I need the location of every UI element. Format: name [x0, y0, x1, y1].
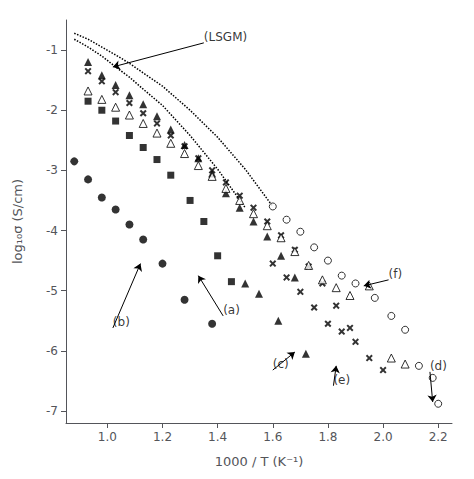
svg-text:(c): (c) — [273, 357, 289, 371]
svg-text:1.6: 1.6 — [263, 430, 282, 444]
svg-text:(f): (f) — [389, 267, 403, 281]
svg-text:(e): (e) — [333, 373, 350, 387]
svg-text:1000 / T (K⁻¹): 1000 / T (K⁻¹) — [215, 454, 304, 469]
svg-text:1.8: 1.8 — [318, 430, 337, 444]
svg-text:1.0: 1.0 — [98, 430, 117, 444]
svg-text:-5: -5 — [46, 284, 58, 298]
svg-text:2.2: 2.2 — [429, 430, 448, 444]
svg-text:(a): (a) — [223, 303, 240, 317]
svg-text:1.4: 1.4 — [208, 430, 227, 444]
svg-text:log₁₀σ (S/cm): log₁₀σ (S/cm) — [10, 179, 25, 264]
svg-text:(LSGM): (LSGM) — [204, 30, 247, 44]
svg-text:(d): (d) — [430, 359, 447, 373]
svg-text:-1: -1 — [46, 43, 58, 57]
svg-text:-7: -7 — [46, 404, 58, 418]
svg-text:-2: -2 — [46, 103, 58, 117]
svg-text:(b): (b) — [113, 315, 130, 329]
svg-text:-4: -4 — [46, 224, 58, 238]
svg-text:-3: -3 — [46, 163, 58, 177]
svg-text:-6: -6 — [46, 344, 58, 358]
svg-text:1.2: 1.2 — [153, 430, 172, 444]
svg-text:2.0: 2.0 — [374, 430, 393, 444]
